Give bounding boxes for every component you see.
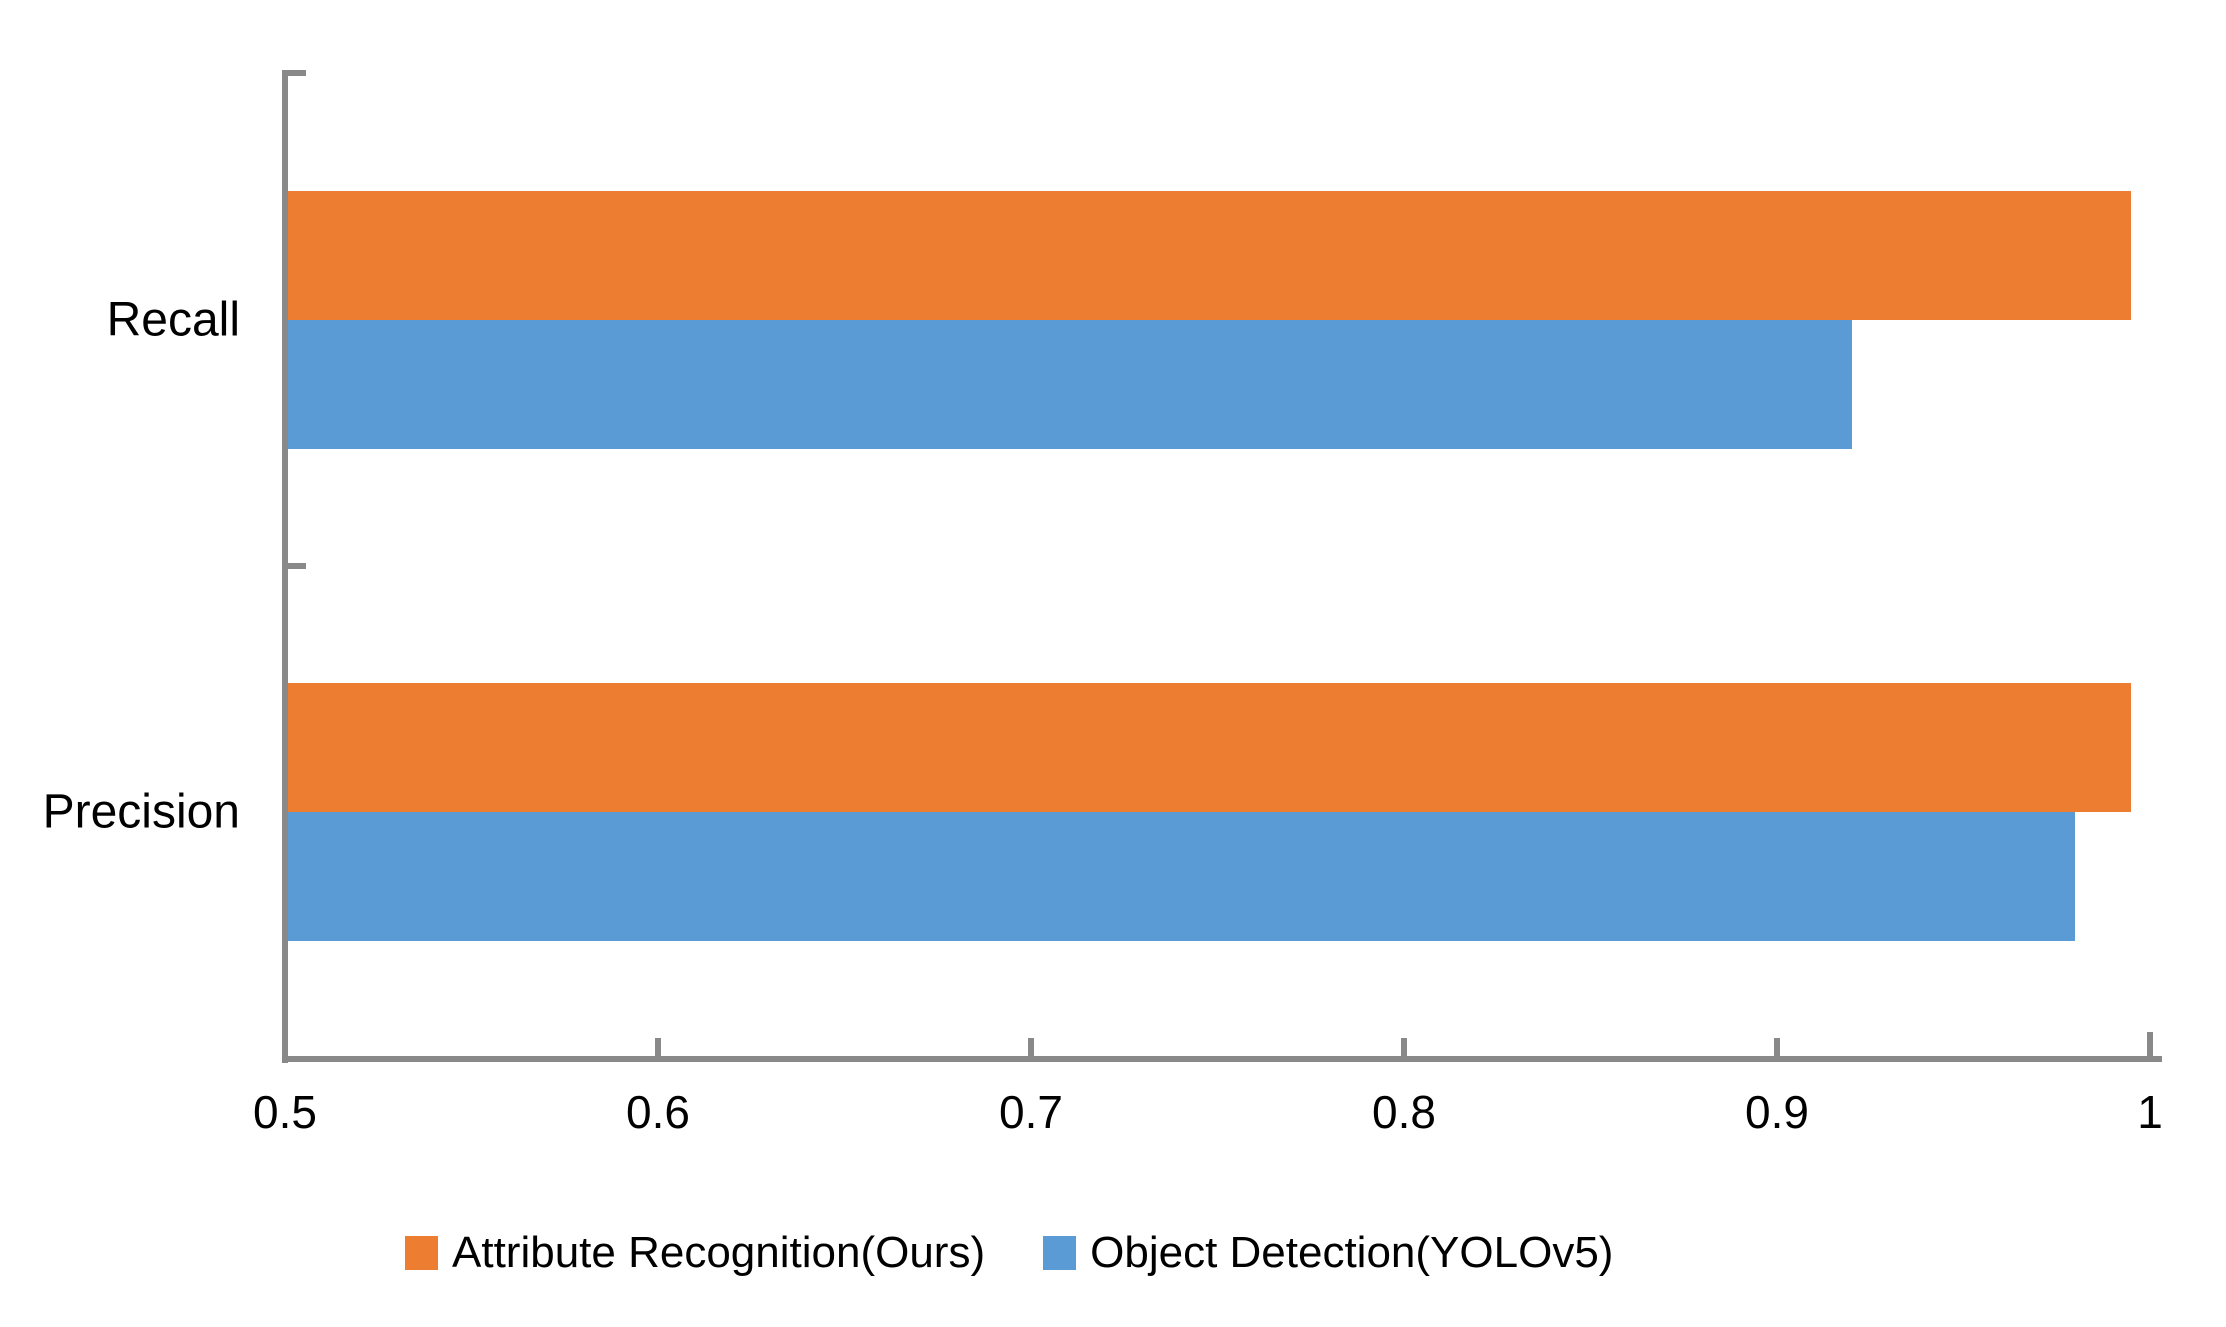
x-tick-0.9 <box>1774 1038 1780 1062</box>
x-tick-0.7 <box>1028 1038 1034 1062</box>
bar-attribute-recognition-ours-precision <box>288 682 2131 812</box>
bar-object-detection-yolov5-precision <box>288 811 2075 941</box>
legend-swatch-icon <box>1043 1236 1077 1270</box>
x-tick-label: 0.5 <box>253 1086 317 1138</box>
legend: Attribute Recognition(Ours) Object Detect… <box>405 1228 1613 1278</box>
bar-attribute-recognition-ours-recall <box>288 190 2131 320</box>
legend-swatch-icon <box>405 1236 438 1270</box>
x-tick-0.6 <box>655 1038 661 1062</box>
y-axis-category-tick <box>282 70 306 76</box>
x-tick-label: 0.7 <box>999 1086 1063 1138</box>
x-axis-line <box>282 1056 2162 1062</box>
legend-item-object-detection-yolov5: Object Detection(YOLOv5) <box>1043 1228 1613 1278</box>
y-axis-category-tick <box>282 563 306 569</box>
x-tick-1 <box>2147 1032 2153 1062</box>
x-tick-label: 0.8 <box>1372 1086 1436 1138</box>
x-tick-label: 1 <box>2137 1086 2163 1138</box>
x-tick-label: 0.9 <box>1745 1086 1809 1138</box>
bar-object-detection-yolov5-recall <box>288 319 1852 449</box>
x-tick-0.8 <box>1401 1038 1407 1062</box>
legend-label: Object Detection(YOLOv5) <box>1090 1228 1614 1277</box>
legend-item-attribute-recognition-ours: Attribute Recognition(Ours) <box>405 1228 985 1278</box>
category-label-precision: Precision <box>42 785 240 838</box>
x-tick-label: 0.6 <box>626 1086 690 1138</box>
legend-label: Attribute Recognition(Ours) <box>452 1228 986 1277</box>
category-label-recall: Recall <box>106 293 240 346</box>
